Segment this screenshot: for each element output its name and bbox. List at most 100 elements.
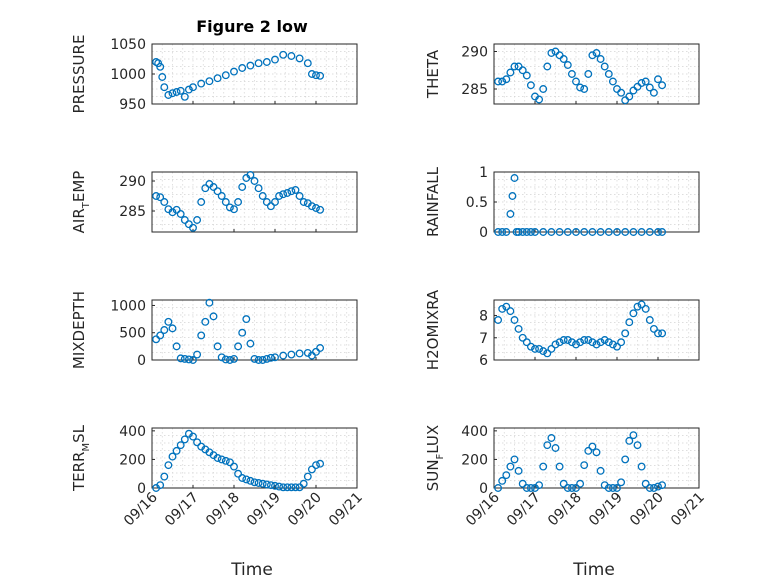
data-point	[498, 228, 507, 236]
data-point	[225, 203, 234, 212]
data-point	[526, 81, 535, 90]
data-point	[535, 95, 544, 104]
data-point	[649, 88, 658, 97]
data-point	[180, 216, 189, 224]
data-point	[246, 171, 255, 179]
data-point	[316, 459, 325, 468]
y-tick-label: 1000	[110, 298, 146, 314]
data-point	[613, 342, 621, 351]
data-point	[654, 329, 662, 338]
data-point	[283, 483, 292, 492]
data-point	[522, 71, 531, 80]
data-point	[658, 228, 667, 236]
data-point	[230, 462, 238, 471]
data-point	[279, 483, 288, 492]
data-point	[160, 326, 169, 334]
data-point	[221, 198, 230, 206]
data-point	[539, 228, 548, 236]
data-point	[180, 435, 189, 444]
axes-box	[493, 43, 700, 105]
axes-box	[151, 427, 358, 489]
data-point	[522, 484, 531, 492]
data-point	[596, 228, 605, 236]
data-point	[209, 183, 218, 191]
data-point	[498, 304, 507, 313]
subplot-3: 285 290 AIRTEMP	[70, 171, 358, 233]
data-point	[312, 71, 320, 80]
data-point	[613, 484, 621, 492]
data-point	[649, 324, 658, 333]
data-point	[539, 462, 548, 471]
data-point	[522, 338, 531, 347]
data-point	[518, 66, 527, 75]
x-tick-label: 09/21	[668, 490, 708, 530]
data-point	[633, 302, 642, 311]
y-tick-label: 0.5	[466, 195, 488, 211]
data-point	[508, 192, 517, 200]
y-tick-label: 1	[479, 165, 488, 181]
data-point	[238, 328, 247, 337]
data-point	[279, 351, 288, 360]
y-tick-label: 285	[119, 204, 146, 220]
data-point	[201, 184, 210, 193]
subplot-6: 6 7 8 H2OMIXRA	[424, 289, 700, 370]
data-point	[238, 474, 247, 482]
axes-box	[151, 299, 358, 361]
y-tick-label: 400	[119, 424, 146, 440]
x-tick-label: 09/19	[244, 490, 284, 530]
data-point	[238, 64, 247, 72]
data-point	[494, 316, 503, 324]
data-point	[246, 476, 255, 485]
data-point	[514, 466, 523, 475]
data-point	[555, 462, 564, 471]
data-point	[295, 192, 304, 200]
y-tick-label: 0	[137, 481, 146, 497]
data-point	[645, 83, 654, 92]
data-point	[625, 436, 634, 445]
y-tick-label: 0	[479, 225, 488, 241]
data-point	[225, 356, 234, 364]
data-point	[592, 340, 601, 349]
data-point	[567, 484, 576, 492]
data-point	[283, 189, 292, 197]
data-point	[189, 432, 197, 441]
data-point	[645, 228, 654, 236]
data-point	[518, 228, 527, 236]
y-tick-label: 200	[461, 452, 488, 468]
data-point	[262, 480, 271, 489]
data-point	[316, 71, 325, 80]
data-point	[526, 484, 535, 492]
data-point	[234, 198, 243, 206]
data-point	[250, 354, 259, 363]
data-point	[271, 198, 279, 206]
data-point	[156, 481, 165, 490]
data-point	[633, 441, 642, 450]
data-point	[164, 461, 173, 470]
data-point	[307, 465, 316, 474]
data-point	[287, 187, 296, 196]
data-point	[580, 461, 589, 470]
data-point	[600, 336, 609, 344]
x-tick-label: 09/18	[545, 490, 585, 530]
data-point	[295, 483, 304, 492]
data-point	[168, 324, 177, 333]
data-point	[209, 312, 218, 321]
data-point	[213, 74, 222, 83]
data-point	[189, 356, 197, 364]
data-point	[234, 342, 243, 351]
x-tick-label: 09/17	[162, 490, 202, 530]
data-point	[506, 210, 515, 218]
y-tick-label: 500	[119, 326, 146, 342]
data-point	[572, 77, 580, 86]
y-tick-label: 285	[461, 82, 488, 98]
data-point	[156, 193, 165, 202]
data-point	[172, 446, 181, 455]
data-point	[563, 484, 572, 492]
y-tick-label: 200	[119, 452, 146, 468]
data-point	[180, 354, 189, 363]
data-point	[584, 70, 593, 78]
y-axis-label: THETA	[424, 49, 442, 99]
data-point	[168, 208, 177, 217]
data-point	[217, 455, 226, 464]
